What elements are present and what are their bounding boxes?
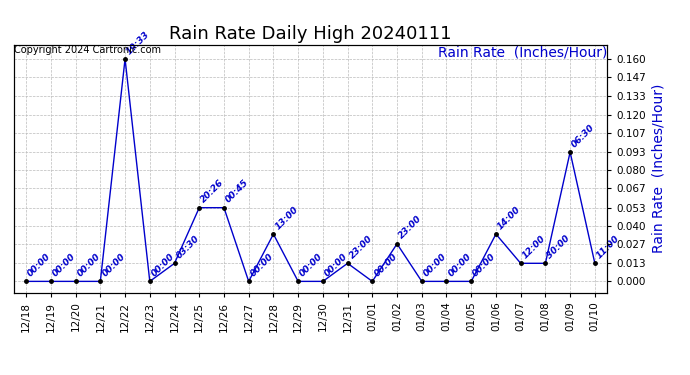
Text: 23:00: 23:00 — [348, 234, 374, 260]
Text: 19:33: 19:33 — [125, 29, 152, 56]
Text: 20:26: 20:26 — [199, 178, 226, 205]
Text: 11:00: 11:00 — [595, 234, 622, 260]
Text: 00:00: 00:00 — [373, 252, 399, 278]
Text: 00:00: 00:00 — [298, 252, 325, 278]
Text: 00:00: 00:00 — [248, 252, 275, 278]
Text: 13:00: 13:00 — [273, 204, 300, 231]
Y-axis label: Rain Rate  (Inches/Hour): Rain Rate (Inches/Hour) — [651, 84, 666, 254]
Text: 30:00: 30:00 — [545, 234, 572, 260]
Text: 00:00: 00:00 — [51, 252, 77, 278]
Text: 06:30: 06:30 — [570, 123, 597, 149]
Text: 23:00: 23:00 — [397, 214, 424, 241]
Text: 00:00: 00:00 — [323, 252, 349, 278]
Text: 00:00: 00:00 — [471, 252, 497, 278]
Text: 00:00: 00:00 — [26, 252, 52, 278]
Text: 03:30: 03:30 — [175, 234, 201, 260]
Text: 00:00: 00:00 — [150, 252, 177, 278]
Text: Copyright 2024 Cartronic.com: Copyright 2024 Cartronic.com — [14, 45, 161, 55]
Text: Rain Rate  (Inches/Hour): Rain Rate (Inches/Hour) — [438, 45, 607, 59]
Text: 00:00: 00:00 — [422, 252, 448, 278]
Title: Rain Rate Daily High 20240111: Rain Rate Daily High 20240111 — [169, 26, 452, 44]
Text: 00:45: 00:45 — [224, 178, 250, 205]
Text: 00:00: 00:00 — [76, 252, 102, 278]
Text: 00:00: 00:00 — [446, 252, 473, 278]
Text: 12:00: 12:00 — [521, 234, 547, 260]
Text: 00:00: 00:00 — [100, 252, 127, 278]
Text: 14:00: 14:00 — [496, 204, 522, 231]
